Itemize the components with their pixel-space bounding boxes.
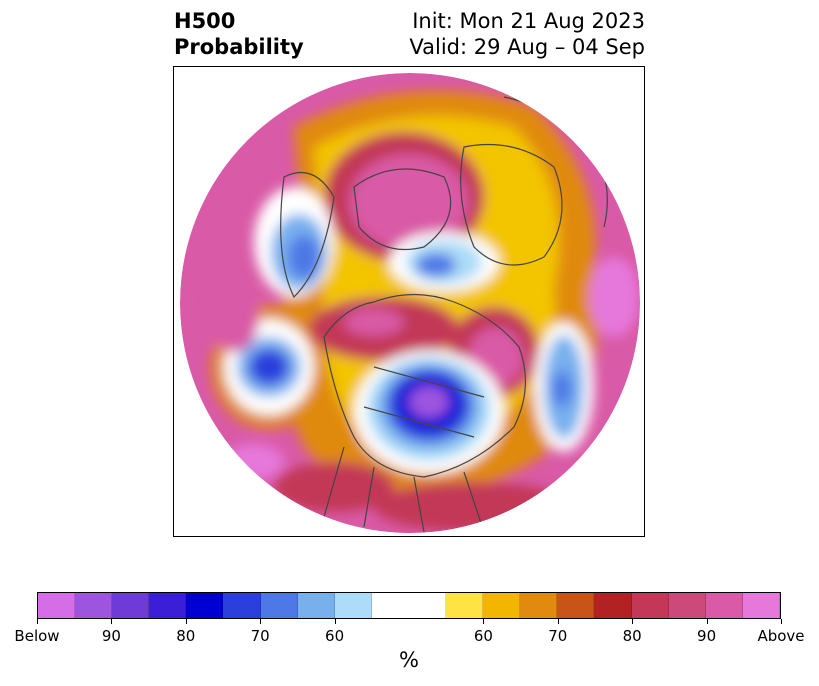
colorbar-tick-label: Below [14,627,60,645]
colorbar-tick-mark [557,619,559,624]
probability-field [180,73,640,533]
colorbar-tick-mark [706,619,708,624]
colorbar-tick-label: 80 [622,627,642,645]
colorbar-segment [38,593,76,618]
colorbar-segment [149,593,187,618]
colorbar-segment [483,593,521,618]
colorbar-tick-mark [632,619,634,624]
probability-map [173,66,645,537]
colorbar-segment [334,593,372,618]
valid-period: Valid: 29 Aug – 04 Sep [409,35,645,59]
colorbar-segment [186,593,224,618]
colorbar-segment [260,593,298,618]
colorbar-segment [446,593,484,618]
colorbar-tick-mark [483,619,485,624]
title-variable: H500 [174,9,236,33]
colorbar-tick-label: 90 [101,627,121,645]
colorbar-segment [520,593,558,618]
colorbar-segment [668,593,706,618]
colorbar-tick-label: 60 [473,627,493,645]
colorbar-segment [75,593,113,618]
colorbar-tick-label: 60 [325,627,345,645]
polar-map-svg [178,71,642,535]
colorbar-tick-mark [185,619,187,624]
plot-title-left: H500 Probability [174,8,304,60]
colorbar-tick-mark [37,619,38,624]
colorbar-tick-label: 90 [697,627,717,645]
colorbar-tick-label: 80 [176,627,196,645]
colorbar-tick-mark [260,619,262,624]
colorbar-tick-label: Above [757,627,805,645]
colorbar-segment [742,593,780,618]
colorbar-unit: % [399,648,419,672]
colorbar-tick-mark [781,619,782,624]
colorbar-tick-mark [111,619,113,624]
colorbar-segment [631,593,669,618]
colorbar [37,592,781,619]
init-date: Init: Mon 21 Aug 2023 [412,9,645,33]
colorbar-segment [223,593,261,618]
colorbar-segment [557,593,595,618]
colorbar-tick-label: 70 [250,627,270,645]
colorbar-segment [705,593,743,618]
colorbar-segment [594,593,632,618]
colorbar-tick-label: 70 [548,627,568,645]
title-field: Probability [174,35,304,59]
colorbar-tick-mark [334,619,336,624]
colorbar-segment [371,593,447,618]
plot-title-right: Init: Mon 21 Aug 2023 Valid: 29 Aug – 04… [409,8,645,60]
colorbar-segment [297,593,335,618]
colorbar-segment [112,593,150,618]
